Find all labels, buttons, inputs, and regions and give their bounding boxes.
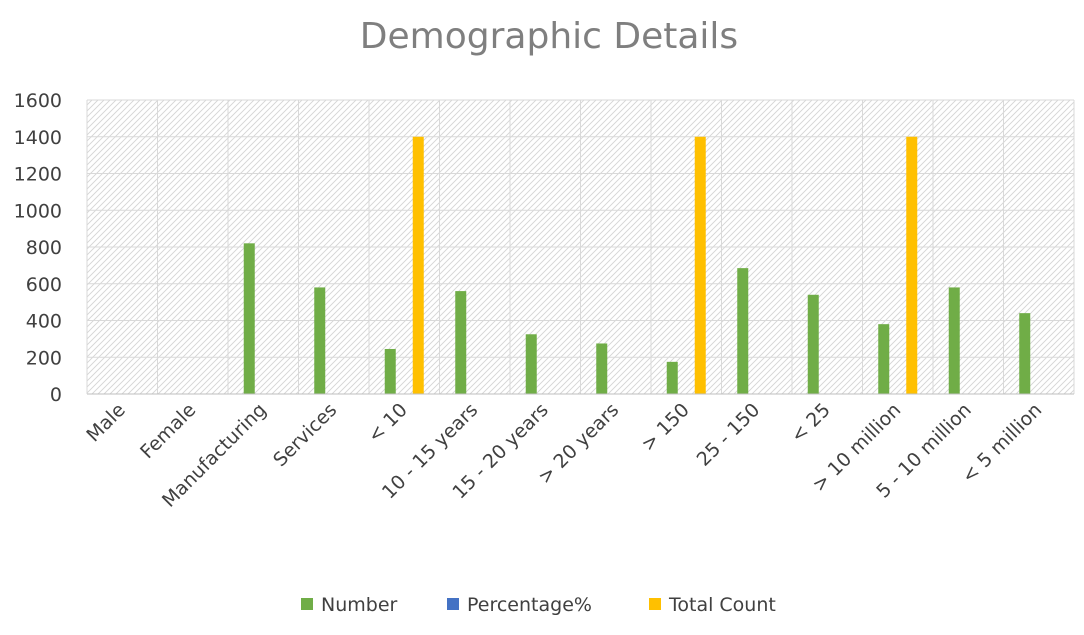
legend-item[interactable]: Percentage% [447,594,592,616]
legend-label: Percentage% [467,594,592,616]
legend-label: Total Count [668,594,776,616]
bar-number [314,287,326,394]
bar-number [807,294,819,394]
chart-title: Demographic Details [360,16,738,57]
y-axis-ticks: 0 200 400 600 800 1000 1200 1400 1600 [14,90,62,406]
legend: Number Percentage% Total Count [301,594,776,616]
x-tick-label: Male [82,399,129,446]
bar-number [737,268,749,394]
bar-number [948,287,960,394]
y-tick-label: 1600 [14,90,62,112]
bar-number [878,324,890,394]
legend-label: Number [321,594,398,616]
bar-number [596,343,608,394]
x-tick-label: > 150 [637,399,694,456]
x-tick-label: 25 - 150 [693,399,765,471]
y-tick-label: 800 [26,237,62,259]
bar-total-count [412,136,424,394]
y-tick-label: 200 [26,347,62,369]
bar-total-count [906,136,918,394]
x-tick-label: Female [136,399,200,463]
y-tick-label: 0 [50,384,62,406]
legend-item[interactable]: Total Count [649,594,776,616]
y-tick-label: 1200 [14,164,62,186]
legend-swatch [649,598,661,610]
bar-number [525,334,537,394]
x-tick-label: Services [269,399,341,471]
bar-number [455,291,467,394]
y-tick-label: 1000 [14,200,62,222]
x-tick-label: < 10 [364,399,412,447]
bars [243,136,1031,394]
legend-item[interactable]: Number [301,594,398,616]
bar-total-count [694,136,706,394]
legend-swatch [301,598,313,610]
y-tick-label: 600 [26,274,62,296]
bar-number [1019,313,1031,394]
bar-number [243,243,255,394]
legend-swatch [447,598,459,610]
bar-number [666,361,678,394]
bar-number [384,348,396,394]
y-tick-label: 1400 [14,127,62,149]
y-tick-label: 400 [26,311,62,333]
x-tick-label: < 25 [787,399,835,447]
